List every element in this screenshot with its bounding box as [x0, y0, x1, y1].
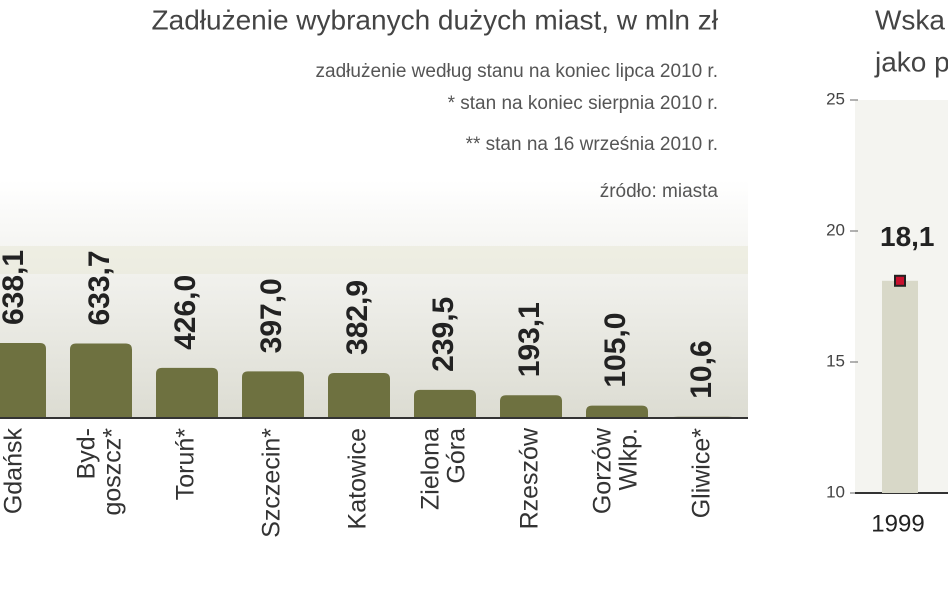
x-tick-label: Katowice [344, 428, 372, 529]
x-tick-label: Zielona [417, 428, 445, 510]
bar-chart: Zadłużenie wybranych dużych miast, w mln… [0, 4, 748, 538]
x-tick-label: Gdańsk [0, 428, 28, 515]
value-label: 18,1 [880, 221, 935, 252]
bar [242, 371, 304, 418]
bar [586, 405, 648, 418]
value-label: 397,0 [255, 278, 288, 353]
x-tick-label: Szczecin* [258, 428, 286, 538]
value-label: 633,7 [83, 250, 116, 325]
point [894, 274, 906, 287]
line-chart: Wska jako p 10 15 20 25 1999 18,1 [826, 4, 948, 537]
chart-title: jako p [874, 46, 948, 77]
chart-title: Wska [875, 4, 945, 35]
x-tick-label: Toruń* [172, 428, 200, 501]
x-tick-label: 1999 [871, 510, 924, 537]
x-tick-label: Gliwice* [688, 428, 716, 519]
y-tick-label: 25 [826, 89, 845, 108]
area [882, 280, 918, 493]
y-tick-label: 20 [826, 220, 845, 239]
value-label: 426,0 [169, 275, 202, 350]
note: ** stan na 16 września 2010 r. [466, 134, 718, 155]
value-label: 382,9 [341, 280, 374, 355]
bar [0, 343, 46, 418]
x-tick-label: Góra [443, 428, 471, 484]
band [0, 246, 748, 274]
bar [328, 372, 390, 418]
y-tick-label: 10 [826, 482, 845, 501]
note: zadłużenie według stanu na koniec lipca … [316, 61, 718, 82]
value-label: 10,6 [685, 340, 718, 398]
x-tick-label: Gorzów [589, 427, 617, 514]
value-label: 193,1 [513, 302, 546, 377]
bar [414, 389, 476, 418]
bar [500, 395, 562, 418]
value-label: 105,0 [599, 313, 632, 388]
value-label: 239,5 [427, 297, 460, 372]
x-tick-label: goszcz* [99, 428, 127, 516]
bar [156, 367, 218, 418]
x-tick-label: Byd- [73, 428, 101, 479]
value-label: 638,1 [0, 250, 30, 325]
chart-title: Zadłużenie wybranych dużych miast, w mln… [152, 4, 719, 35]
x-tick-label: Wlkp. [615, 428, 643, 491]
y-tick-label: 15 [826, 351, 845, 370]
x-tick-label: Rzeszów [516, 427, 544, 529]
note: * stan na koniec sierpnia 2010 r. [448, 93, 718, 114]
bar [70, 343, 132, 418]
source: źródło: miasta [600, 181, 719, 202]
